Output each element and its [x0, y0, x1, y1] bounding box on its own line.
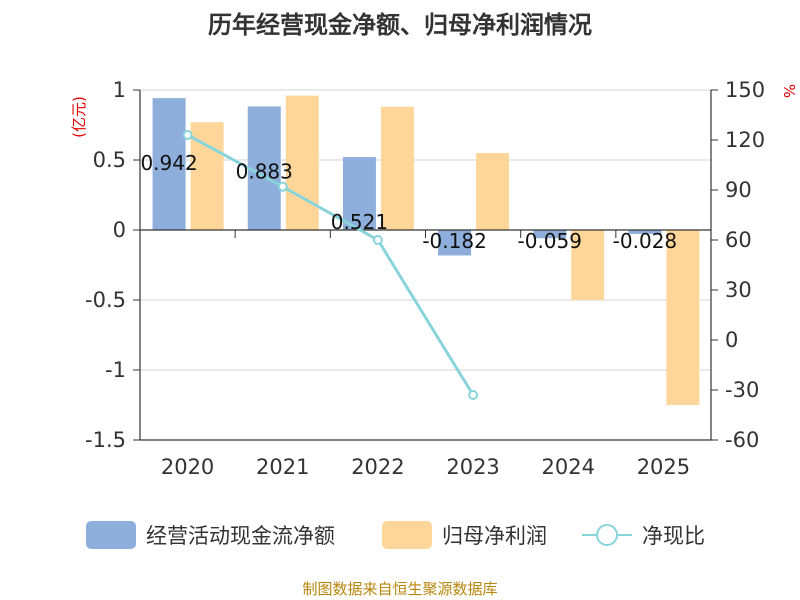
tick-labels: 1 0.5 0 -0.5 -1 -1.5 150 120 90 60 30 0 -30 -60 2020 20… [85, 78, 765, 479]
left-tick-label: -1.5 [85, 428, 126, 452]
net-profit-bar [666, 230, 700, 405]
cashflow-data-label: -0.028 [613, 229, 677, 253]
left-tick-label: 0.5 [93, 148, 126, 172]
x-tick-label: 2025 [637, 455, 690, 479]
cashflow-data-label: 0.883 [236, 159, 293, 183]
net-profit-bar [476, 153, 510, 230]
ratio-line-path [186, 133, 475, 396]
cashflow-bar [533, 230, 567, 239]
bars [152, 95, 700, 405]
chart-title: 历年经营现金净额、归母净利润情况 [208, 11, 592, 39]
cashflow-data-label: 0.521 [331, 210, 388, 234]
legend-net-profit[interactable]: 归母净利润 [382, 521, 547, 549]
legend-swatch [382, 521, 432, 549]
legend-swatch-marker [596, 524, 618, 546]
cashflow-bar [628, 230, 662, 234]
ratio-point [277, 181, 288, 192]
ratio-point [372, 235, 383, 245]
left-tick-label: -1 [105, 358, 126, 382]
data-labels: 0.942 0.883 0.521 -0.182 -0.059 -0.028 [140, 151, 677, 253]
source-note: 制图数据来自恒生聚源数据库 [302, 580, 497, 598]
legend-swatch [86, 521, 136, 549]
x-tick-label: 2022 [351, 455, 404, 479]
x-tick-label: 2020 [161, 455, 214, 479]
cashflow-data-label: -0.059 [518, 229, 582, 253]
cashflow-data-label: -0.182 [422, 229, 486, 253]
net-profit-bar [285, 95, 319, 230]
legend-label: 归母净利润 [442, 524, 547, 548]
cashflow-bar [152, 98, 186, 231]
right-tick-label: 120 [725, 128, 765, 152]
right-tick-label: 150 [725, 78, 765, 102]
left-tick-label: 1 [113, 78, 126, 102]
cashflow-data-label: 0.942 [140, 151, 197, 175]
right-tick-label: 0 [725, 328, 738, 352]
right-tick-label: 30 [725, 278, 752, 302]
right-tick-label: 60 [725, 228, 752, 252]
ratio-point [468, 390, 479, 400]
right-axis-unit: % [780, 84, 798, 98]
grid [140, 89, 711, 441]
legend-cashflow[interactable]: 经营活动现金流净额 [86, 521, 335, 549]
legend[interactable]: 经营活动现金流净额 归母净利润 净现比 [86, 521, 705, 549]
x-tick-label: 2023 [446, 455, 499, 479]
cashflow-bar [438, 230, 472, 256]
legend-label: 经营活动现金流净额 [146, 524, 335, 548]
legend-label: 净现比 [642, 524, 705, 548]
right-tick-label: -30 [725, 378, 759, 402]
right-tick-label: 90 [725, 178, 752, 202]
x-tick-label: 2021 [256, 455, 309, 479]
x-tick-label: 2024 [542, 455, 595, 479]
net-profit-bar [571, 230, 605, 300]
cashflow-bar [247, 106, 281, 230]
net-profit-bar [380, 106, 414, 230]
axes [133, 89, 718, 441]
left-tick-label: -0.5 [85, 288, 126, 312]
cashflow-bar [342, 157, 376, 230]
left-axis-unit: (亿元) [70, 96, 88, 138]
legend-ratio[interactable]: 净现比 [582, 524, 705, 548]
right-tick-label: -60 [725, 428, 759, 452]
left-tick-label: 0 [113, 218, 126, 242]
ratio-line [182, 130, 479, 400]
ratio-point [182, 130, 193, 140]
